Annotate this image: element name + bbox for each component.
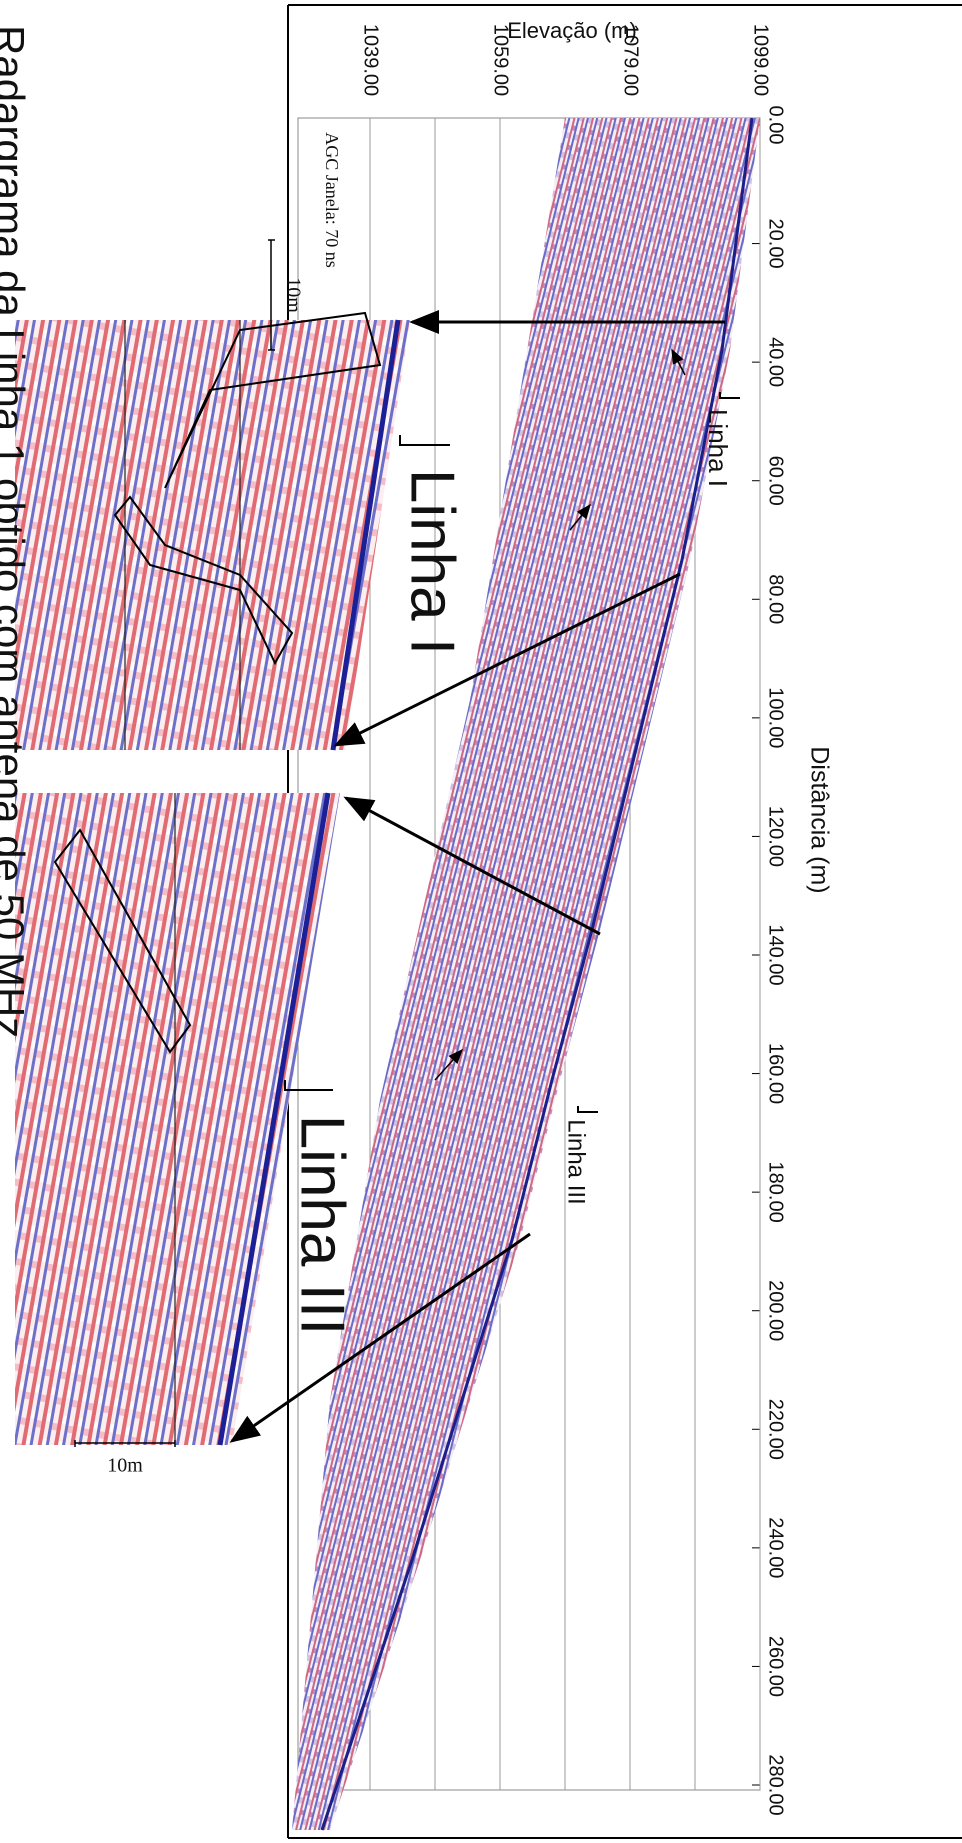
x-tick-label: 140.00 <box>765 924 787 985</box>
x-tick-label: 60.00 <box>765 456 787 506</box>
x-tick-label: 20.00 <box>765 219 787 269</box>
y-tick-label: 1099.00 <box>750 24 772 96</box>
x-tick-label: 220.00 <box>765 1399 787 1460</box>
x-axis-title: Distância (m) <box>805 746 833 893</box>
line-label: Linha I <box>703 409 733 487</box>
x-tick-label: 280.00 <box>765 1754 787 1815</box>
x-tick-label: 240.00 <box>765 1517 787 1578</box>
x-tick-label: 160.00 <box>765 1043 787 1104</box>
x-tick-label: 0.00 <box>765 106 787 145</box>
figure: 0.00 20.00 40.00 60.00 80.00 100.00 120.00 140.… <box>0 0 962 1843</box>
x-tick-label: 80.00 <box>765 574 787 624</box>
caption: Radargrama da Linha 1 obtido com antena … <box>0 25 33 1038</box>
inset-linha-1 <box>15 320 410 750</box>
scale-bar-label: 10m <box>282 277 304 313</box>
x-tick-label: 40.00 <box>765 337 787 387</box>
x-tick-label: 100.00 <box>765 687 787 748</box>
y-axis-title: Elevação (m) <box>507 18 637 43</box>
x-tick-label: 180.00 <box>765 1162 787 1223</box>
x-tick-label: 200.00 <box>765 1280 787 1341</box>
inset-label: Linha I <box>398 469 467 655</box>
agc-label: AGC Janela: 70 ns <box>322 132 342 267</box>
scale-bar-label: 10m <box>107 1455 143 1477</box>
inset-label: Linha III <box>288 1115 357 1336</box>
x-tick-label: 120.00 <box>765 806 787 867</box>
line-label: Linha III <box>563 1119 590 1204</box>
x-tick-label: 260.00 <box>765 1636 787 1697</box>
y-tick-label: 1039.00 <box>360 24 382 96</box>
